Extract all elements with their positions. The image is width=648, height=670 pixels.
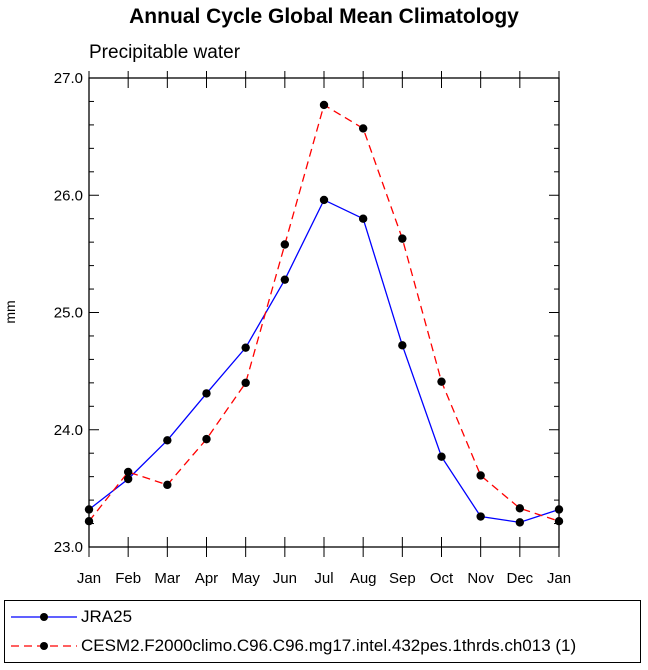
legend-line-jra25 [11, 613, 77, 621]
x-tick-label: Jun [273, 570, 297, 587]
data-point-cesm2 [476, 471, 485, 480]
x-tick-label: Sep [389, 570, 416, 587]
x-tick-label: Feb [115, 570, 141, 587]
data-point-cesm2 [358, 124, 368, 133]
legend-label-cesm2: CESM2.F2000climo.C96.C96.mg17.intel.432p… [81, 636, 577, 655]
y-axis-label: mm [2, 300, 18, 323]
legend: JRA25 CESM2.F2000climo.C96.C96.mg17.inte… [4, 600, 641, 663]
y-tick-label: 25.0 [54, 305, 83, 322]
data-point-jra25 [476, 512, 485, 521]
data-point-jra25 [554, 505, 564, 514]
plot-frame [88, 77, 560, 548]
legend-line-cesm2 [11, 642, 77, 650]
data-point-jra25 [280, 275, 290, 284]
y-tick-label: 23.0 [54, 539, 83, 556]
data-point-jra25 [437, 452, 446, 461]
x-tick-label: Dec [506, 570, 533, 587]
x-tick-label: Nov [467, 570, 494, 587]
x-tick-label: Jul [314, 570, 333, 587]
x-tick-label: Mar [154, 570, 180, 587]
x-tick-label: Aug [350, 570, 377, 587]
data-point-cesm2 [398, 234, 407, 243]
y-tick-label: 27.0 [54, 70, 83, 87]
data-point-cesm2 [319, 100, 329, 110]
legend-item-jra25: JRA25 [5, 603, 640, 631]
data-point-cesm2 [554, 517, 564, 526]
chart-title: Annual Cycle Global Mean Climatology [129, 5, 519, 28]
data-point-cesm2 [437, 377, 446, 386]
chart-subtitle: Precipitable water [89, 42, 241, 63]
y-tick-label: 26.0 [54, 187, 83, 204]
data-point-cesm2 [241, 378, 250, 388]
legend-label-jra25: JRA25 [81, 607, 133, 626]
series-line-cesm2 [88, 103, 560, 522]
data-point-jra25 [358, 214, 368, 223]
data-point-jra25 [241, 343, 250, 352]
data-point-jra25 [163, 436, 172, 445]
data-point-cesm2 [280, 240, 290, 249]
y-tick-label: 24.0 [54, 422, 83, 439]
x-tick-label: Apr [195, 570, 218, 587]
x-tick-label: May [231, 570, 260, 587]
data-point-jra25 [515, 518, 525, 527]
data-point-jra25 [84, 505, 94, 514]
data-point-jra25 [202, 389, 211, 398]
x-tick-label: Jan [547, 570, 571, 587]
data-point-jra25 [319, 195, 329, 205]
chart: Annual Cycle Global Mean Climatology Pre… [2, 5, 571, 587]
data-point-cesm2 [515, 504, 525, 513]
data-point-cesm2 [202, 434, 211, 444]
data-point-cesm2 [123, 467, 133, 477]
data-point-cesm2 [84, 517, 94, 526]
x-tick-label: Oct [430, 570, 454, 587]
x-tick-label: Jan [77, 570, 101, 587]
series-line-jra25 [88, 199, 560, 524]
data-point-cesm2 [163, 480, 172, 490]
data-point-jra25 [398, 341, 407, 350]
legend-item-cesm2: CESM2.F2000climo.C96.C96.mg17.intel.432p… [5, 632, 640, 660]
data-point-jra25 [123, 474, 133, 484]
